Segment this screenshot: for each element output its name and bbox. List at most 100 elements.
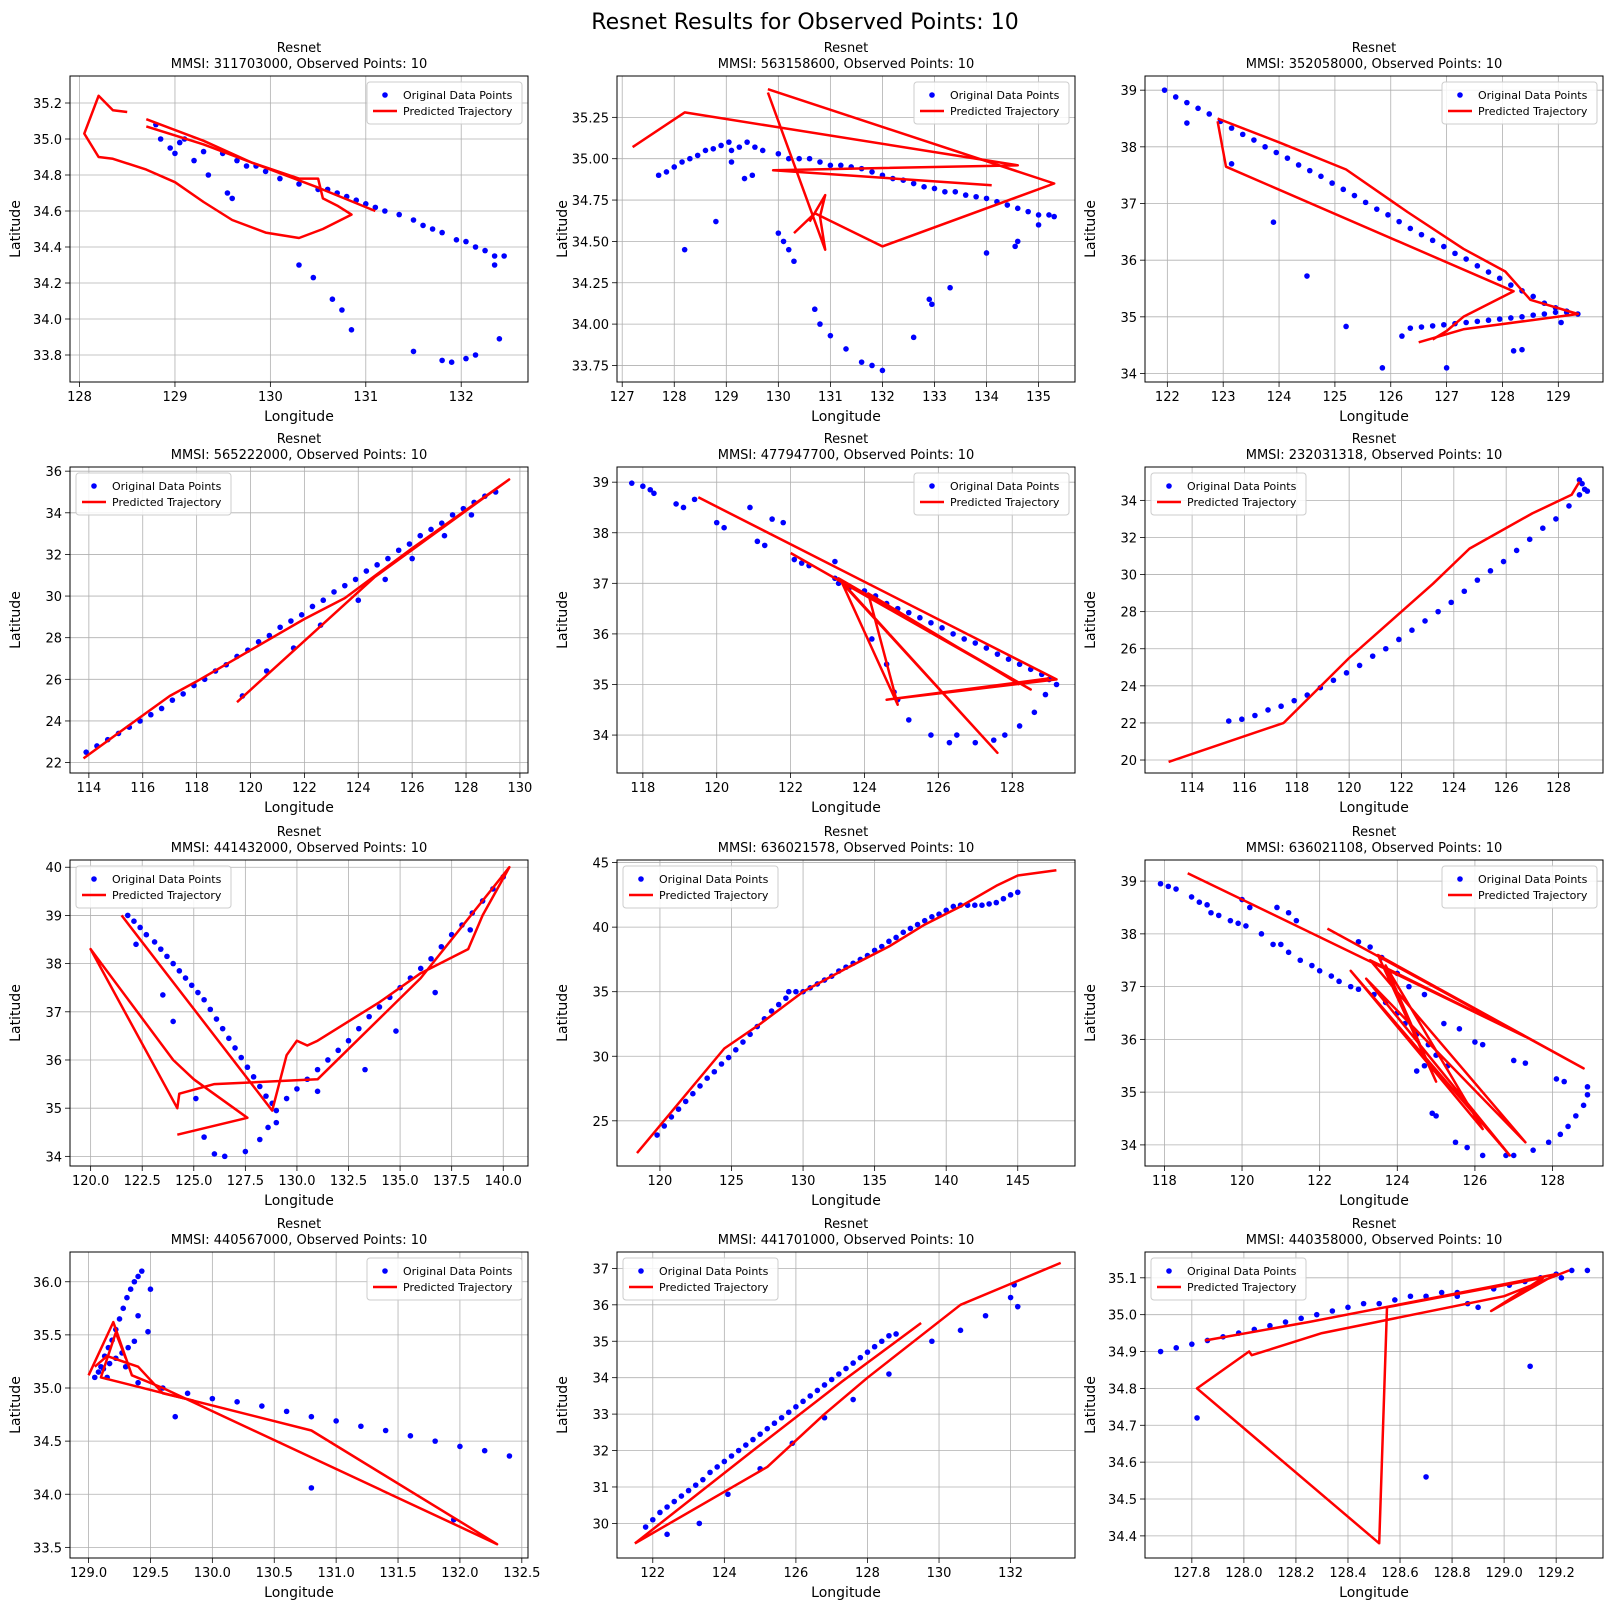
y-tick-label: 24 — [1120, 680, 1137, 695]
data-point — [1252, 712, 1258, 719]
legend-label-original: Original Data Points — [1187, 480, 1297, 493]
data-point — [1435, 608, 1441, 615]
series-original-data-points — [91, 1268, 513, 1523]
data-point — [651, 490, 657, 497]
subplot-title: Resnet — [1352, 825, 1397, 840]
legend-marker-points — [929, 483, 935, 489]
x-tick-label: 124 — [1267, 390, 1292, 405]
data-point — [785, 155, 792, 162]
x-tick-label: 114 — [1180, 781, 1205, 796]
legend: Original Data Points Predicted Trajectory — [622, 865, 779, 909]
y-tick-label: 33.8 — [33, 349, 62, 364]
data-point — [675, 1106, 682, 1112]
x-tick-label: 130.0 — [194, 1566, 231, 1581]
data-point — [219, 1025, 226, 1032]
data-point — [993, 899, 1000, 906]
data-point — [127, 1286, 134, 1292]
data-point — [1429, 237, 1436, 244]
data-point — [864, 1349, 871, 1355]
data-point — [358, 1423, 364, 1430]
data-point — [1355, 986, 1362, 993]
data-point — [642, 1524, 649, 1530]
data-point — [331, 589, 337, 595]
x-tick-label: 128.4 — [1329, 1566, 1366, 1581]
data-point — [764, 1425, 771, 1432]
series-original-data-points — [83, 489, 499, 755]
x-tick-label: 120 — [1337, 781, 1362, 796]
legend-marker-points — [382, 92, 388, 98]
data-point — [1553, 1076, 1560, 1082]
data-point — [713, 519, 720, 526]
data-point — [664, 1531, 670, 1538]
data-point — [800, 1398, 806, 1405]
legend-label-predicted: Predicted Trajectory — [659, 1281, 769, 1294]
data-point — [277, 624, 283, 631]
data-point — [1189, 1341, 1195, 1347]
x-tick-label: 132.5 — [503, 1566, 540, 1581]
x-tick-label: 135.0 — [381, 1174, 418, 1189]
data-point — [713, 218, 719, 225]
data-point — [472, 352, 479, 358]
data-point — [1343, 323, 1349, 330]
data-point — [439, 357, 445, 364]
y-axis-label: Latitude — [8, 984, 24, 1042]
data-point — [124, 912, 131, 919]
data-point — [744, 139, 750, 145]
data-point — [1407, 225, 1414, 232]
data-point — [726, 139, 732, 145]
trajectory-line — [634, 1261, 1062, 1545]
legend-box — [1441, 81, 1598, 125]
data-point — [1510, 1057, 1517, 1064]
series-original-data-points — [642, 1281, 1021, 1538]
data-point — [900, 929, 907, 936]
x-tick-label: 128.0 — [1225, 1566, 1262, 1581]
series-predicted-trajectory — [89, 865, 511, 1136]
trajectory-line — [1187, 872, 1585, 1157]
data-point — [827, 162, 834, 169]
data-point — [1340, 186, 1347, 193]
legend-marker-points — [1166, 483, 1172, 489]
data-point — [1265, 707, 1271, 713]
x-tick-label: 118 — [630, 781, 655, 796]
data-point — [1421, 991, 1428, 998]
data-point — [771, 1420, 778, 1427]
data-point — [1418, 324, 1425, 330]
x-tick-label: 131 — [353, 390, 378, 405]
axes-frame — [616, 859, 1076, 1167]
subplot-subtitle: MMSI: 440567000, Observed Points: 10 — [171, 1233, 428, 1248]
data-point — [1576, 477, 1583, 483]
data-point — [501, 253, 507, 259]
data-point — [428, 955, 434, 962]
data-point — [1530, 1147, 1536, 1153]
y-tick-label: 34.0 — [33, 1488, 62, 1503]
data-point — [385, 555, 391, 562]
data-point — [188, 982, 195, 989]
series-predicted-trajectory — [631, 88, 1056, 251]
data-point — [718, 142, 724, 149]
data-point — [910, 334, 917, 341]
data-point — [947, 284, 953, 291]
legend-marker-points — [638, 1268, 644, 1274]
legend-label-original: Original Data Points — [403, 89, 513, 102]
data-point — [1463, 256, 1469, 262]
data-point — [1051, 213, 1057, 220]
x-axis-label: Longitude — [264, 800, 334, 816]
data-point — [1005, 656, 1012, 662]
y-axis-label: Latitude — [555, 200, 571, 258]
y-axis-label: Latitude — [555, 591, 571, 649]
x-tick-label: 128 — [855, 1566, 880, 1581]
data-point — [151, 939, 158, 945]
data-point — [242, 1148, 249, 1155]
x-axis-label: Longitude — [811, 409, 881, 425]
data-point — [1530, 293, 1536, 300]
data-point — [147, 1286, 154, 1292]
legend: Original Data Points Predicted Trajectory — [1441, 81, 1598, 125]
data-point — [775, 150, 782, 157]
data-point — [1409, 627, 1415, 633]
x-axis-label: Longitude — [1339, 1193, 1409, 1209]
data-point — [926, 296, 933, 303]
data-point — [1485, 269, 1492, 275]
data-point — [1561, 1078, 1567, 1085]
